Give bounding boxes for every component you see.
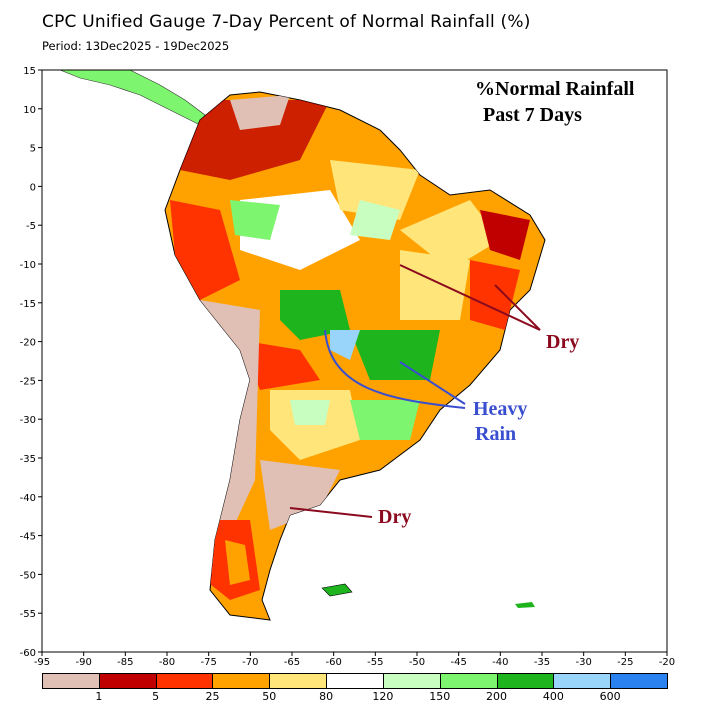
colorbar-swatch [326,673,384,689]
lon-tick-label: -40 [492,657,508,668]
annotation-dry-south: Dry [378,506,412,528]
lat-tick-label: -5 [26,221,36,232]
lat-tick-label: -55 [20,609,36,620]
heavy-rain-arrows [324,329,466,409]
colorbar-label: 50 [262,690,277,703]
colorbar-swatch [98,673,157,689]
annotation-heading-1: %Normal Rainfall [475,78,635,100]
lat-tick-label: -25 [20,376,36,387]
colorbar-swatch [496,673,555,689]
lat-tick-label: -10 [20,260,36,271]
lat-tick-label: -15 [20,299,36,310]
lon-tick-label: -90 [75,657,91,668]
lat-tick-label: -40 [20,493,36,504]
colorbar-swatch [610,673,668,689]
colorbar-swatch [439,673,498,689]
lon-tick-label: -80 [159,657,175,668]
colorbar-label: 150 [429,690,451,703]
colorbar-swatch [269,673,328,689]
colorbar-label: 600 [599,690,621,703]
lon-tick-label: -25 [617,657,633,668]
annotation-heavy-rain-2: Rain [475,423,517,445]
colorbar-label: 200 [486,690,508,703]
annotation-dry-northeast: Dry [546,331,580,353]
colorbar-swatch [553,673,612,689]
colorbar-label: 120 [372,690,394,703]
map-title: CPC Unified Gauge 7-Day Percent of Norma… [42,12,531,32]
lat-tick-label: -60 [20,648,36,659]
lat-tick-label: -50 [20,570,36,581]
colorbar-label: 1 [95,690,103,703]
lat-tick-label: 15 [23,66,36,77]
lon-tick-label: -30 [575,657,591,668]
colorbar-swatch [42,673,100,689]
lat-tick-label: -20 [20,338,36,349]
lat-tick-label: 10 [23,105,36,116]
annotation-heavy-rain-1: Heavy [473,398,528,420]
lon-tick-label: -70 [242,657,258,668]
colorbar-label: 5 [152,690,160,703]
lon-tick-label: -35 [534,657,550,668]
lon-tick-label: -95 [34,657,50,668]
lat-tick-label: -45 [20,532,36,543]
lon-tick-label: -85 [117,657,133,668]
lat-tick-label: 5 [30,144,36,155]
lon-tick-label: -60 [325,657,341,668]
lon-tick-label: -65 [284,657,300,668]
south-georgia [515,602,535,608]
lon-tick-label: -45 [450,657,466,668]
colorbar-label: 400 [542,690,564,703]
lon-tick-label: -75 [200,657,216,668]
lon-tick-label: -55 [367,657,383,668]
central-america [59,70,206,126]
lon-tick-label: -20 [659,657,675,668]
longitude-axis: -95 -90 -85 -80 -75 -70 -65 -60 -55 -50 -45 -40 -35 -… [34,652,675,668]
latitude-axis: 15 10 5 0 -5 -10 -15 -20 -25 -30 -35 -40 -45 -50 -55 -6… [20,66,42,659]
lon-tick-label: -50 [409,657,425,668]
colorbar-label: 80 [319,690,334,703]
falkland-islands [321,583,353,597]
colorbar-label: 25 [205,690,220,703]
colorbar-swatch [155,673,214,689]
lat-tick-label: 0 [30,182,36,193]
colorbar-swatch [212,673,271,689]
dry-arrows [289,264,541,518]
period-label: Period: 13Dec2025 - 19Dec2025 [42,39,230,53]
annotation-heading-2: Past 7 Days [483,104,582,126]
lat-tick-label: -30 [20,415,36,426]
map-frame [41,69,668,653]
lat-tick-label: -35 [20,454,36,465]
colorbar-swatch [382,673,441,689]
